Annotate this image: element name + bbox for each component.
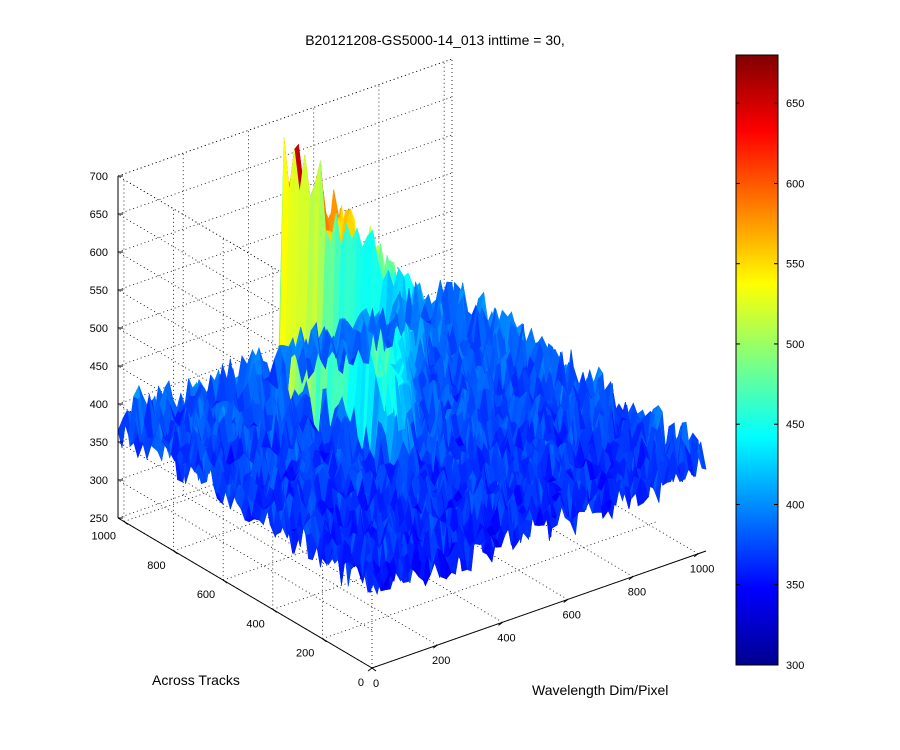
colorbar-tick-label: 550 bbox=[786, 259, 804, 271]
y-tick-label: 400 bbox=[246, 618, 264, 630]
surface-layer bbox=[117, 137, 707, 596]
chart-title: B20121208-GS5000-14_013 inttime = 30, bbox=[305, 32, 565, 48]
x-tick-label: 200 bbox=[432, 655, 450, 667]
y-tick-label: 200 bbox=[296, 648, 314, 660]
z-tick-label: 650 bbox=[90, 209, 108, 221]
z-tick-label: 300 bbox=[90, 475, 108, 487]
colorbar-tick-label: 400 bbox=[786, 499, 804, 511]
colorbar-tick-label: 300 bbox=[786, 660, 804, 672]
y-axis-label: Across Tracks bbox=[152, 672, 240, 688]
z-tick-label: 350 bbox=[90, 437, 108, 449]
colorbar-tick-label: 450 bbox=[786, 419, 804, 431]
x-tick-label: 800 bbox=[628, 587, 646, 599]
z-tick-label: 700 bbox=[90, 171, 108, 183]
colorbar-tick-label: 600 bbox=[786, 178, 804, 190]
y-tick-label: 600 bbox=[197, 589, 215, 601]
z-tick-label: 400 bbox=[90, 399, 108, 411]
colorbar: 300 350 400 450 500 550 600 650 bbox=[735, 54, 804, 672]
colorbar-tick-label: 350 bbox=[786, 580, 804, 592]
x-tick-label: 600 bbox=[563, 609, 581, 621]
colorbar-gradient bbox=[735, 54, 779, 666]
colorbar-tick-label: 500 bbox=[786, 339, 804, 351]
z-tick-label: 600 bbox=[90, 247, 108, 259]
z-tick-label: 250 bbox=[90, 513, 108, 525]
x-tick-label: 400 bbox=[497, 632, 515, 644]
x-axis-label: Wavelength Dim/Pixel bbox=[532, 682, 668, 698]
y-tick-label: 1000 bbox=[91, 531, 115, 543]
z-tick-label: 550 bbox=[90, 285, 108, 297]
z-tick-label: 500 bbox=[90, 323, 108, 335]
x-tick-label: 0 bbox=[373, 678, 379, 690]
x-tick-label: 1000 bbox=[690, 564, 714, 576]
y-tick-label: 800 bbox=[147, 560, 165, 572]
z-tick-label: 450 bbox=[90, 361, 108, 373]
y-tick-label: 0 bbox=[358, 677, 364, 689]
colorbar-tick-label: 650 bbox=[786, 98, 804, 110]
